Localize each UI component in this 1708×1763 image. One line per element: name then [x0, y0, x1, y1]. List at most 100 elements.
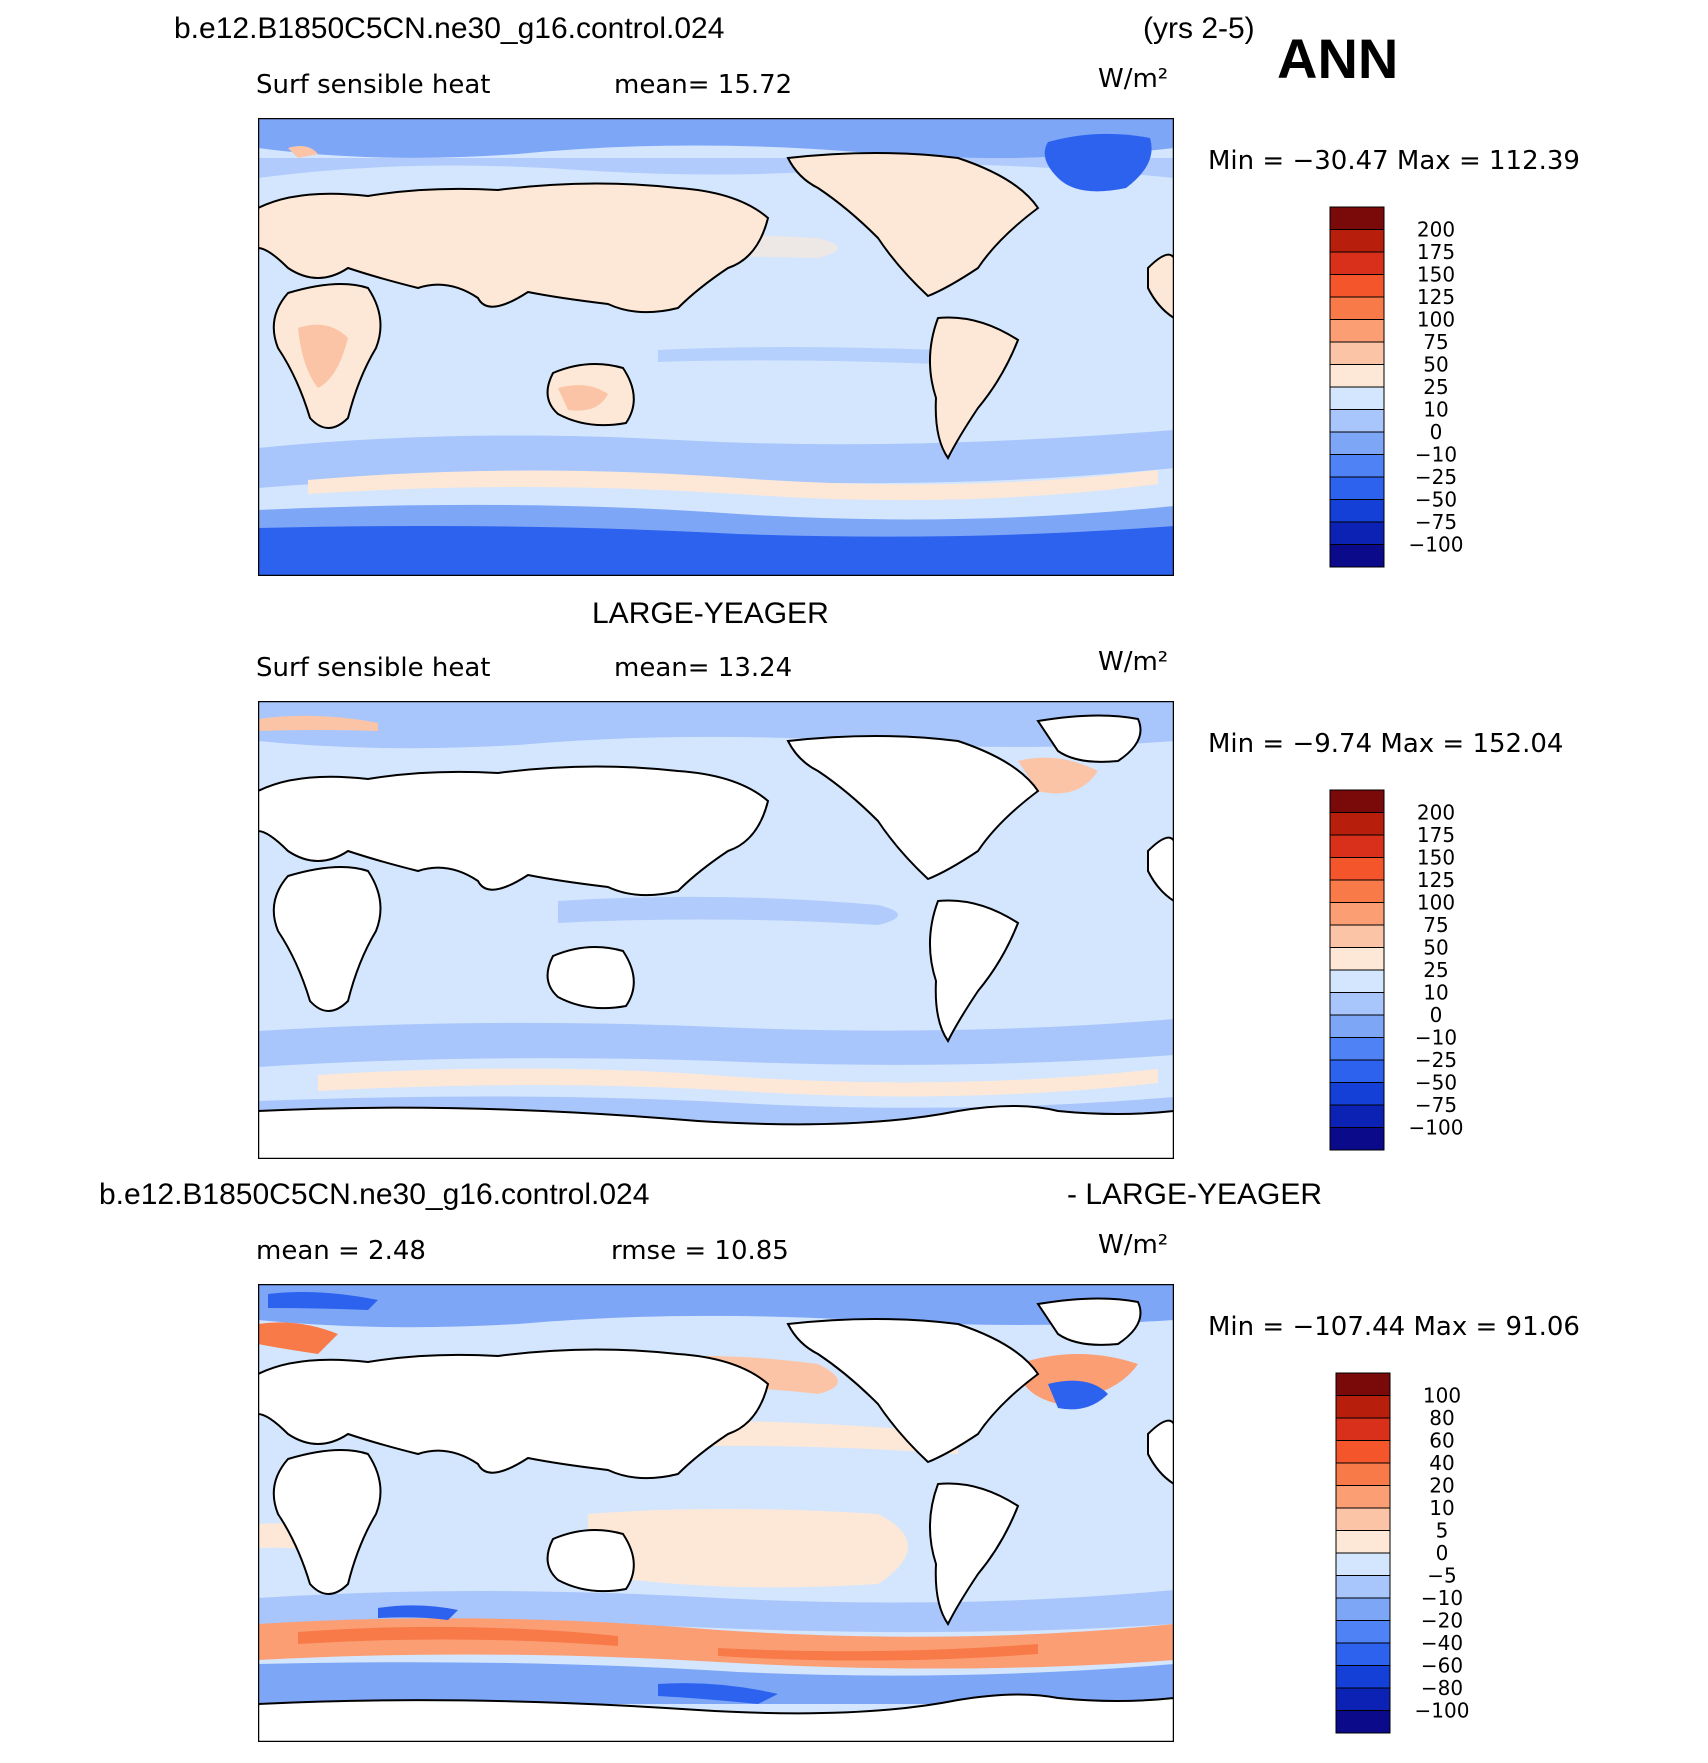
colorbar-swatch: [1329, 1059, 1385, 1083]
colorbar-tick-label: 40: [1429, 1451, 1454, 1475]
colorbar-tick-label: −10: [1415, 1026, 1457, 1050]
colorbar-swatch: [1329, 969, 1385, 993]
colorbar-tick-label: 60: [1429, 1429, 1454, 1453]
colorbar-swatch: [1335, 1710, 1391, 1734]
colorbar-swatch: [1329, 251, 1385, 275]
panel-3-minmax: Min = −107.44 Max = 91.06: [1208, 1312, 1580, 1342]
colorbar-swatch: [1329, 341, 1385, 365]
colorbar-tick-label: 25: [1423, 375, 1448, 399]
panel-3-units: W/m²: [1098, 1230, 1169, 1260]
colorbar-swatch: [1329, 1082, 1385, 1106]
colorbar-swatch: [1329, 902, 1385, 926]
colorbar-swatch: [1329, 924, 1385, 948]
colorbar-tick-label: 150: [1417, 263, 1455, 287]
colorbar-tick-label: 0: [1436, 1541, 1449, 1565]
colorbar-tick-label: 0: [1430, 1003, 1443, 1027]
colorbar-swatch: [1329, 274, 1385, 298]
panel-1-variable-label: Surf sensible heat: [256, 70, 491, 100]
colorbar-swatch: [1335, 1372, 1391, 1396]
colorbar-tick-label: −25: [1415, 465, 1457, 489]
colorbar-swatch: [1329, 454, 1385, 478]
colorbar-swatch: [1329, 1127, 1385, 1151]
colorbar-tick-label: 10: [1429, 1496, 1454, 1520]
colorbar-tick-label: 75: [1423, 913, 1448, 937]
colorbar-swatch: [1335, 1597, 1391, 1621]
panel-1-mean: mean= 15.72: [614, 70, 793, 100]
colorbar-swatch: [1329, 857, 1385, 881]
colorbar-swatch: [1335, 1485, 1391, 1509]
colorbar-swatch: [1335, 1575, 1391, 1599]
season-label: ANN: [1277, 27, 1399, 90]
colorbar-tick-label: −20: [1421, 1609, 1463, 1633]
colorbar-swatch: [1329, 206, 1385, 230]
colorbar-tick-label: 200: [1417, 801, 1455, 825]
colorbar-tick-label: −100: [1409, 1116, 1464, 1140]
panel-3-mean: mean = 2.48: [256, 1236, 426, 1266]
colorbar-swatch: [1329, 409, 1385, 433]
panel-3-caption-left: b.e12.B1850C5CN.ne30_g16.control.024: [99, 1178, 650, 1211]
colorbar-swatch: [1329, 364, 1385, 388]
colorbar-tick-label: 10: [1423, 981, 1448, 1005]
colorbar-swatch: [1329, 499, 1385, 523]
colorbar-swatch: [1329, 296, 1385, 320]
colorbar-swatch: [1335, 1395, 1391, 1419]
panel-2-minmax: Min = −9.74 Max = 152.04: [1208, 729, 1564, 759]
colorbar-swatch: [1335, 1417, 1391, 1441]
colorbar-tick-label: −10: [1415, 443, 1457, 467]
panel-2-mean: mean= 13.24: [614, 653, 793, 683]
colorbar-tick-label: −40: [1421, 1631, 1463, 1655]
colorbar-swatch: [1329, 947, 1385, 971]
colorbar-tick-label: 0: [1430, 420, 1443, 444]
years-label: (yrs 2-5): [1143, 12, 1255, 45]
colorbar-swatch: [1329, 1014, 1385, 1038]
colorbar-tick-label: 150: [1417, 846, 1455, 870]
colorbar-swatch: [1329, 319, 1385, 343]
colorbar-tick-label: −80: [1421, 1676, 1463, 1700]
panel-3-caption-right: - LARGE-YEAGER: [1067, 1178, 1323, 1211]
colorbar-tick-label: −60: [1421, 1654, 1463, 1678]
colorbar-swatch: [1335, 1440, 1391, 1464]
colorbar-swatch: [1329, 431, 1385, 455]
colorbar-swatch: [1329, 386, 1385, 410]
panel-2-units: W/m²: [1098, 647, 1169, 677]
colorbar-swatch: [1329, 1104, 1385, 1128]
colorbar-swatch: [1335, 1530, 1391, 1554]
colorbar-tick-label: −100: [1409, 533, 1464, 557]
colorbar-swatch: [1329, 229, 1385, 253]
colorbar-swatch: [1335, 1665, 1391, 1689]
colorbar-swatch: [1329, 1037, 1385, 1061]
colorbar-swatch: [1329, 476, 1385, 500]
panel-2-variable-label: Surf sensible heat: [256, 653, 491, 683]
colorbar-tick-label: 50: [1423, 353, 1448, 377]
colorbar-tick-label: 100: [1417, 308, 1455, 332]
colorbar-tick-label: −75: [1415, 510, 1457, 534]
colorbar-tick-label: −5: [1427, 1564, 1456, 1588]
panel-2-caption: LARGE-YEAGER: [592, 597, 829, 630]
colorbar-tick-label: 175: [1417, 240, 1455, 264]
colorbar-tick-label: 80: [1429, 1406, 1454, 1430]
colorbar-tick-label: 125: [1417, 868, 1455, 892]
colorbar-swatch: [1329, 812, 1385, 836]
colorbar-swatch: [1335, 1507, 1391, 1531]
colorbar-swatch: [1335, 1642, 1391, 1666]
colorbar-tick-label: 75: [1423, 330, 1448, 354]
panel-1-units: W/m²: [1098, 64, 1169, 94]
colorbar-tick-label: 125: [1417, 285, 1455, 309]
colorbar-tick-label: 200: [1417, 218, 1455, 242]
panel-1-minmax: Min = −30.47 Max = 112.39: [1208, 146, 1580, 176]
colorbar-swatch: [1335, 1620, 1391, 1644]
colorbar-tick-label: 5: [1436, 1519, 1449, 1543]
colorbar-swatch: [1335, 1462, 1391, 1486]
colorbar-swatch: [1329, 544, 1385, 568]
colorbar-tick-label: −100: [1415, 1699, 1470, 1723]
colorbar-tick-label: 10: [1423, 398, 1448, 422]
colorbar-tick-label: 25: [1423, 958, 1448, 982]
colorbar-tick-label: −10: [1421, 1586, 1463, 1610]
colorbar-swatch: [1329, 521, 1385, 545]
colorbar-swatch: [1335, 1687, 1391, 1711]
panel-1-map: [258, 118, 1174, 576]
colorbar-swatch: [1329, 992, 1385, 1016]
